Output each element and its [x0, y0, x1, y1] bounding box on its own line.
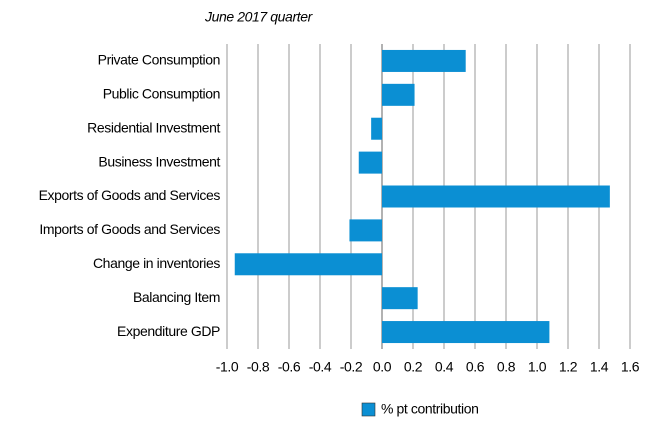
legend-swatch [361, 402, 376, 417]
chart-title: June 2017 quarter [204, 9, 314, 25]
y-tick-label: Private Consumption [98, 52, 220, 68]
bar [382, 185, 610, 208]
bar [234, 253, 382, 276]
x-tick-label: 1.4 [590, 359, 609, 375]
x-tick-label: 0.8 [497, 359, 516, 375]
x-tick-label: 0.0 [373, 359, 392, 375]
y-tick-label: Residential Investment [87, 119, 220, 135]
y-tick-label: Imports of Goods and Services [39, 221, 220, 237]
y-tick-label: Balancing Item [133, 289, 220, 305]
bar [371, 117, 382, 140]
y-tick-label: Exports of Goods and Services [39, 187, 221, 203]
x-tick-label: 1.2 [559, 359, 578, 375]
y-tick-label: Change in inventories [93, 255, 220, 271]
bar [382, 83, 415, 106]
y-tick-label: Expenditure GDP [117, 323, 220, 339]
x-tick-label: 0.6 [466, 359, 485, 375]
x-tick-label: 0.4 [435, 359, 454, 375]
bar [349, 219, 382, 242]
y-tick-label: Business Investment [98, 153, 220, 169]
x-tick-label: -0.8 [247, 359, 270, 375]
x-tick-label: -1.0 [216, 359, 239, 375]
x-tick-label: -0.4 [309, 359, 332, 375]
bar [382, 49, 466, 72]
bar [358, 151, 382, 174]
bar [382, 321, 550, 344]
x-tick-label: -0.2 [340, 359, 363, 375]
x-tick-label: 1.6 [621, 359, 640, 375]
y-tick-label: Public Consumption [103, 86, 220, 102]
x-tick-label: 0.2 [404, 359, 423, 375]
x-tick-label: 1.0 [528, 359, 547, 375]
x-tick-label: -0.6 [278, 359, 301, 375]
bar [382, 287, 418, 310]
legend-label: % pt contribution [381, 401, 478, 417]
